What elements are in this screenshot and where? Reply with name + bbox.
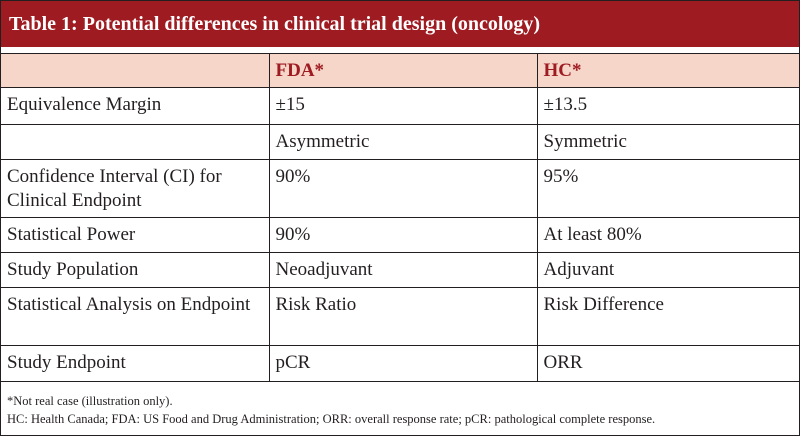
table-row: Equivalence Margin ±15 ±13.5 [1, 87, 799, 125]
header-row: FDA* HC* [1, 53, 799, 88]
hc-value: Adjuvant [536, 252, 799, 288]
table-row: Study Endpoint pCR ORR [1, 345, 799, 382]
table-row: Confidence Interval (CI) for Clinical En… [1, 159, 799, 218]
fda-value: 90% [268, 159, 538, 218]
hc-value: Risk Difference [536, 287, 799, 346]
hc-value: ORR [536, 345, 799, 382]
table-row: Study Population Neoadjuvant Adjuvant [1, 252, 799, 288]
table-footnotes: *Not real case (illustration only). HC: … [7, 392, 793, 428]
row-label: Study Population [1, 252, 270, 288]
table-row: Asymmetric Symmetric [1, 124, 799, 160]
table-row: Statistical Power 90% At least 80% [1, 217, 799, 253]
table-row: Statistical Analysis on Endpoint Risk Ra… [1, 287, 799, 346]
fda-value: pCR [268, 345, 538, 382]
hc-value: At least 80% [536, 217, 799, 253]
fda-value: Risk Ratio [268, 287, 538, 346]
row-label: Statistical Power [1, 217, 270, 253]
row-label [1, 124, 270, 160]
header-cell-empty [1, 53, 270, 88]
fda-value: ±15 [268, 87, 538, 125]
footnote: HC: Health Canada; FDA: US Food and Drug… [7, 412, 656, 426]
footnote: *Not real case (illustration only). [7, 394, 173, 408]
hc-value: ±13.5 [536, 87, 799, 125]
hc-value: Symmetric [536, 124, 799, 160]
design-comparison-table: FDA* HC* Equivalence Margin ±15 ±13.5 As… [1, 53, 799, 382]
header-cell-hc: HC* [536, 53, 799, 88]
row-label: Confidence Interval (CI) for Clinical En… [1, 159, 270, 218]
fda-value: 90% [268, 217, 538, 253]
hc-value: 95% [536, 159, 799, 218]
fda-value: Asymmetric [268, 124, 538, 160]
header-cell-fda: FDA* [268, 53, 538, 88]
table-title: Table 1: Potential differences in clinic… [1, 1, 799, 47]
fda-value: Neoadjuvant [268, 252, 538, 288]
row-label: Equivalence Margin [1, 87, 270, 125]
row-label: Study Endpoint [1, 345, 270, 382]
row-label: Statistical Analysis on Endpoint [1, 287, 270, 346]
